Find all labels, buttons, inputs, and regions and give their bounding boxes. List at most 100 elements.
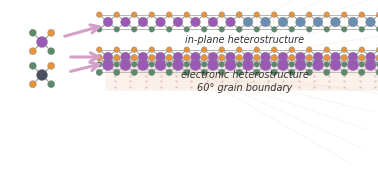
Circle shape xyxy=(138,52,148,62)
Circle shape xyxy=(48,48,55,55)
Circle shape xyxy=(149,69,155,76)
Circle shape xyxy=(190,60,201,71)
Circle shape xyxy=(156,52,165,62)
Circle shape xyxy=(149,12,155,18)
Circle shape xyxy=(307,12,312,18)
Circle shape xyxy=(359,54,365,61)
Circle shape xyxy=(48,81,55,88)
Circle shape xyxy=(348,17,358,27)
Circle shape xyxy=(243,17,253,27)
Circle shape xyxy=(191,17,200,27)
Circle shape xyxy=(184,69,190,76)
Circle shape xyxy=(96,62,102,67)
Circle shape xyxy=(201,62,207,67)
Circle shape xyxy=(331,52,340,62)
Circle shape xyxy=(166,69,172,76)
Circle shape xyxy=(166,47,172,52)
Circle shape xyxy=(289,47,294,52)
Circle shape xyxy=(307,47,312,52)
Circle shape xyxy=(324,47,330,52)
Circle shape xyxy=(243,60,254,71)
Circle shape xyxy=(359,47,364,52)
Circle shape xyxy=(237,27,242,32)
Circle shape xyxy=(96,27,102,32)
Circle shape xyxy=(237,47,242,52)
Circle shape xyxy=(271,62,277,67)
Circle shape xyxy=(341,69,347,76)
Circle shape xyxy=(376,62,378,67)
Circle shape xyxy=(278,52,288,62)
Circle shape xyxy=(271,54,277,61)
Circle shape xyxy=(166,54,172,61)
Circle shape xyxy=(37,37,48,47)
Circle shape xyxy=(366,17,375,27)
Circle shape xyxy=(324,54,330,61)
Circle shape xyxy=(307,62,312,67)
Circle shape xyxy=(29,48,36,55)
Circle shape xyxy=(324,12,330,18)
Circle shape xyxy=(114,47,119,52)
Circle shape xyxy=(37,69,48,81)
Circle shape xyxy=(261,17,270,27)
Text: in-plane heterostructure: in-plane heterostructure xyxy=(186,35,305,45)
Circle shape xyxy=(226,17,235,27)
Circle shape xyxy=(219,12,225,18)
Circle shape xyxy=(348,52,358,62)
Circle shape xyxy=(219,47,225,52)
Circle shape xyxy=(237,12,242,18)
Circle shape xyxy=(359,27,364,32)
Circle shape xyxy=(347,60,358,71)
Circle shape xyxy=(359,69,365,76)
Circle shape xyxy=(307,27,312,32)
Circle shape xyxy=(132,12,137,18)
Circle shape xyxy=(114,62,119,67)
Circle shape xyxy=(132,27,137,32)
Circle shape xyxy=(254,69,260,76)
Circle shape xyxy=(96,47,102,52)
Circle shape xyxy=(376,27,378,32)
Circle shape xyxy=(226,52,235,62)
Circle shape xyxy=(103,52,113,62)
Circle shape xyxy=(306,69,313,76)
Circle shape xyxy=(236,54,242,61)
Circle shape xyxy=(237,27,242,32)
Circle shape xyxy=(138,17,148,27)
Circle shape xyxy=(102,60,113,71)
Circle shape xyxy=(313,52,323,62)
Circle shape xyxy=(173,17,183,27)
Circle shape xyxy=(184,62,189,67)
Circle shape xyxy=(149,47,155,52)
Circle shape xyxy=(131,54,138,61)
Circle shape xyxy=(96,54,102,61)
Circle shape xyxy=(48,29,55,36)
Circle shape xyxy=(218,54,225,61)
Circle shape xyxy=(184,54,190,61)
Circle shape xyxy=(208,52,218,62)
Circle shape xyxy=(237,62,242,67)
Circle shape xyxy=(288,54,295,61)
Circle shape xyxy=(254,62,260,67)
Circle shape xyxy=(261,52,270,62)
Circle shape xyxy=(149,54,155,61)
Circle shape xyxy=(184,47,189,52)
Circle shape xyxy=(120,60,131,71)
Circle shape xyxy=(236,69,242,76)
Circle shape xyxy=(254,54,260,61)
Circle shape xyxy=(278,17,288,27)
Circle shape xyxy=(243,52,253,62)
Circle shape xyxy=(121,17,130,27)
Circle shape xyxy=(184,12,189,18)
Circle shape xyxy=(208,17,218,27)
Circle shape xyxy=(96,12,102,18)
Circle shape xyxy=(172,60,183,71)
Circle shape xyxy=(166,27,172,32)
Text: 60° grain boundary: 60° grain boundary xyxy=(197,83,293,93)
Circle shape xyxy=(149,62,155,67)
Text: electronic heterostructure: electronic heterostructure xyxy=(181,70,309,80)
Circle shape xyxy=(29,62,36,69)
Circle shape xyxy=(376,12,378,18)
Circle shape xyxy=(324,62,330,67)
Circle shape xyxy=(201,54,208,61)
Circle shape xyxy=(341,27,347,32)
Circle shape xyxy=(295,60,306,71)
